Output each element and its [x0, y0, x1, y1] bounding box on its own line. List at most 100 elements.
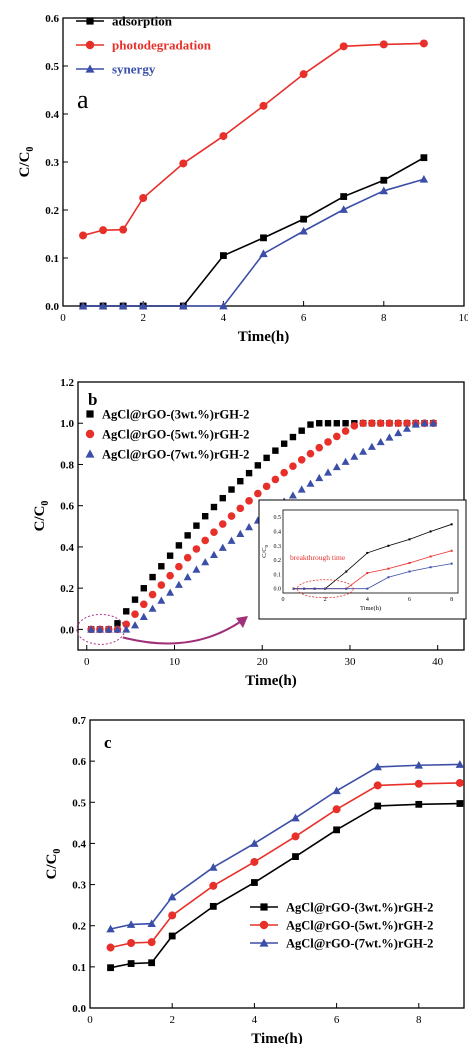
y-tick-label: 0.4 — [45, 109, 59, 121]
data-point — [126, 920, 136, 928]
data-point — [272, 447, 279, 454]
inset-x-tick-label: 0 — [282, 597, 285, 603]
data-point — [157, 581, 166, 589]
data-point — [419, 175, 429, 183]
inset-y-tick-label: 0.0 — [274, 587, 282, 593]
y-axis-label: C/C0 — [44, 849, 63, 880]
data-point — [166, 571, 174, 580]
x-tick-label: 40 — [432, 656, 444, 668]
legend-label: AgCl@rGO-(5wt.%)rGH-2 — [286, 919, 433, 933]
data-point — [291, 813, 300, 822]
data-point — [297, 485, 306, 493]
data-point — [341, 457, 350, 465]
inset-data-point — [345, 570, 348, 573]
data-point — [316, 420, 323, 427]
data-point — [415, 800, 423, 808]
data-point — [306, 449, 315, 458]
y-tick-label: 0.0 — [72, 1003, 86, 1015]
inset-frame — [282, 509, 459, 594]
data-point — [324, 420, 332, 427]
inset-data-point — [366, 551, 369, 554]
y-axis-label-main: C/C — [32, 506, 48, 532]
y-tick-label: 0.6 — [60, 501, 74, 513]
data-point — [118, 301, 128, 310]
data-point — [333, 420, 340, 427]
data-point — [202, 513, 209, 520]
inset-y-tick-label: 0.1 — [274, 572, 282, 578]
data-point — [131, 610, 139, 618]
inset-data-point — [303, 587, 306, 590]
x-tick-label: 30 — [344, 656, 356, 668]
x-tick-label: 6 — [301, 312, 307, 324]
inset-data-point — [408, 561, 411, 564]
data-point — [227, 512, 236, 520]
inset-data-point — [450, 549, 453, 552]
data-point — [131, 596, 139, 603]
data-point — [359, 447, 368, 455]
data-point — [210, 503, 218, 511]
data-point — [455, 778, 464, 787]
x-tick-label: 0 — [60, 312, 66, 324]
inset-y-tick-label: 0.3 — [274, 544, 282, 550]
inset-data-point — [408, 538, 411, 541]
data-point — [373, 781, 382, 790]
inset-series-line — [293, 563, 452, 590]
data-point — [98, 301, 108, 310]
data-point — [419, 39, 428, 48]
y-tick-label: 0.1 — [72, 962, 86, 974]
inset-data-point — [387, 544, 390, 547]
data-point — [127, 960, 135, 967]
data-point — [209, 863, 218, 871]
panel-label: a — [77, 85, 89, 114]
y-tick-label: 0.2 — [60, 583, 74, 595]
data-point — [148, 959, 156, 967]
data-point — [245, 497, 253, 505]
data-point — [280, 468, 288, 477]
x-tick-label: 2 — [140, 312, 146, 324]
data-point — [342, 420, 349, 427]
data-point — [254, 489, 262, 498]
legend-marker — [85, 429, 95, 439]
data-point — [250, 879, 258, 886]
data-point — [147, 919, 156, 928]
data-point — [359, 419, 367, 428]
y-tick-label: 1.0 — [60, 418, 74, 430]
data-point — [106, 924, 115, 933]
data-point — [209, 881, 218, 890]
inset-y-axis-label: C/C0 — [261, 544, 269, 557]
y-axis-label-sub: 0 — [40, 501, 51, 506]
y-tick-label: 0.3 — [45, 157, 59, 169]
data-point — [394, 428, 403, 437]
inset-data-point — [450, 562, 453, 565]
y-axis-label: C/C0 — [17, 147, 36, 178]
inset-annotation: breakthrough time — [290, 553, 346, 562]
data-point — [300, 215, 307, 223]
data-point — [139, 612, 148, 621]
data-point — [299, 70, 308, 79]
data-point — [307, 421, 314, 428]
inset-data-point — [408, 570, 411, 573]
data-point — [250, 839, 259, 847]
highlight-ellipse — [76, 613, 126, 645]
data-point — [175, 562, 183, 571]
data-point — [148, 604, 157, 612]
x-tick-label: 4 — [221, 312, 227, 324]
data-point — [414, 761, 424, 769]
legend-label: adsorption — [112, 14, 173, 29]
data-point — [192, 565, 201, 573]
data-point — [376, 419, 385, 428]
y-tick-label: 0.4 — [60, 542, 74, 554]
data-point — [332, 432, 341, 441]
data-point — [254, 462, 262, 469]
panel-label: c — [104, 733, 112, 752]
arrow-head — [236, 616, 248, 628]
legend-marker — [86, 17, 94, 25]
legend-label: photodegradation — [112, 38, 212, 53]
data-point — [250, 857, 259, 866]
y-axis-label-main: C/C — [17, 152, 33, 178]
data-point — [341, 427, 350, 435]
data-point — [263, 454, 270, 462]
y-tick-label: 0.0 — [60, 624, 74, 636]
x-axis-label: Time(h) — [238, 329, 289, 345]
data-point — [113, 625, 122, 633]
